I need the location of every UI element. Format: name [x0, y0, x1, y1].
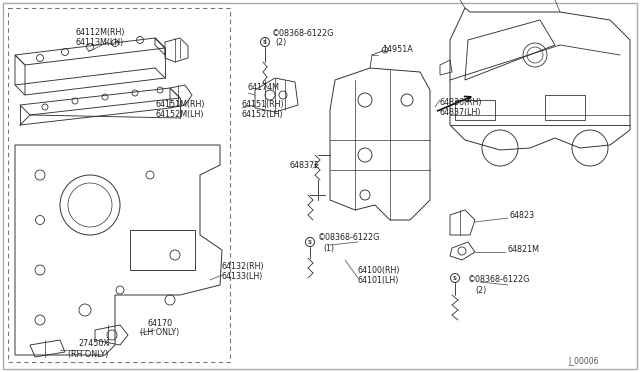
Text: ©08368-6122G: ©08368-6122G — [272, 29, 334, 38]
Text: 64101(LH): 64101(LH) — [358, 276, 399, 285]
Circle shape — [451, 273, 460, 282]
Text: 64113M(LH): 64113M(LH) — [75, 38, 124, 46]
Text: 64132(RH): 64132(RH) — [222, 263, 264, 272]
Text: 64837E: 64837E — [290, 160, 320, 170]
Text: J_00006: J_00006 — [568, 357, 598, 366]
Text: 64174M: 64174M — [248, 83, 280, 93]
Text: 64151(RH): 64151(RH) — [242, 100, 285, 109]
Text: 64112M(RH): 64112M(RH) — [75, 29, 125, 38]
Text: (RH ONLY): (RH ONLY) — [68, 350, 108, 359]
Circle shape — [305, 237, 314, 247]
Text: 64821M: 64821M — [508, 246, 540, 254]
Text: S: S — [308, 240, 312, 244]
Text: 27450X: 27450X — [78, 340, 109, 349]
Text: 64823: 64823 — [510, 211, 535, 219]
Text: ©08368-6122G: ©08368-6122G — [318, 234, 380, 243]
Text: ©08368-6122G: ©08368-6122G — [468, 276, 531, 285]
Text: (2): (2) — [275, 38, 286, 48]
Text: 64837(LH): 64837(LH) — [440, 108, 481, 116]
Text: S: S — [453, 276, 457, 280]
Circle shape — [260, 38, 269, 46]
Text: 14951A: 14951A — [382, 45, 413, 55]
Text: S: S — [263, 39, 267, 45]
Bar — [130, 230, 195, 270]
Text: 64170: 64170 — [148, 318, 173, 327]
Bar — [455, 100, 495, 120]
Text: 64133(LH): 64133(LH) — [222, 273, 264, 282]
Text: 64836(RH): 64836(RH) — [440, 99, 483, 108]
Bar — [545, 95, 585, 120]
Text: (1): (1) — [323, 244, 334, 253]
Text: (LH ONLY): (LH ONLY) — [140, 328, 179, 337]
Text: 64152(LH): 64152(LH) — [242, 109, 284, 119]
Text: 64151M(RH): 64151M(RH) — [155, 100, 205, 109]
Text: 64152M(LH): 64152M(LH) — [155, 109, 204, 119]
Text: (2): (2) — [475, 285, 486, 295]
Text: 64100(RH): 64100(RH) — [358, 266, 401, 275]
